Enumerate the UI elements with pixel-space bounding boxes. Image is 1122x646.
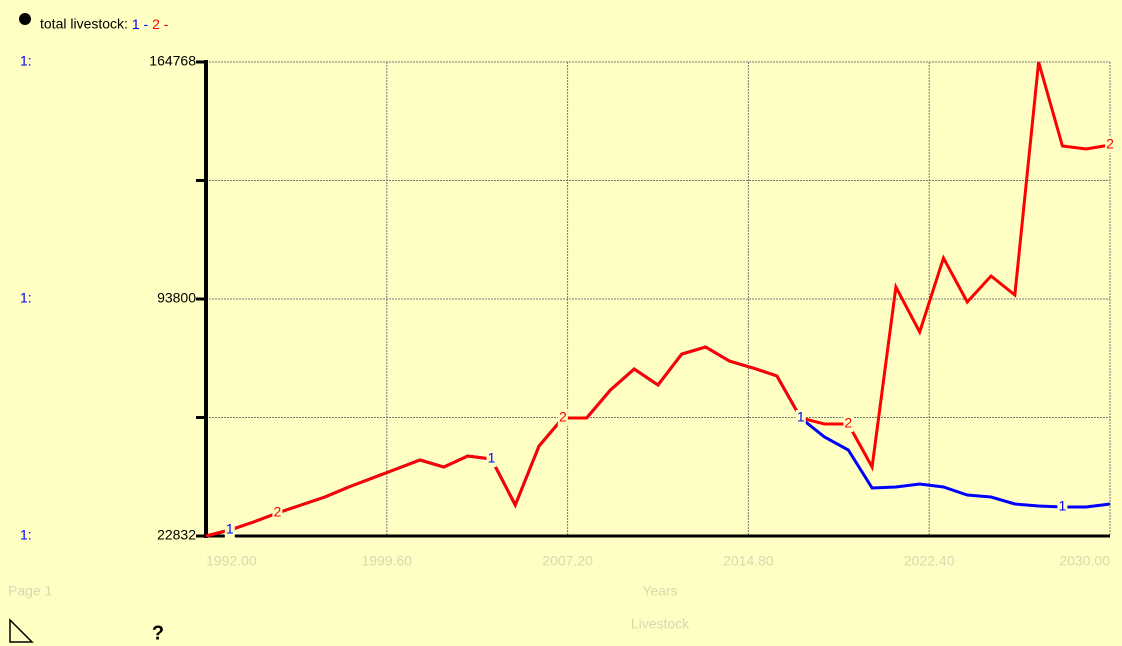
x-axis-title: Years xyxy=(642,583,677,599)
line-label: 2 xyxy=(273,504,281,520)
y-tick-label: 22832 xyxy=(157,527,196,543)
line-label: 1 xyxy=(797,409,805,425)
legend-separator: - xyxy=(144,16,149,32)
line-label-bg xyxy=(1057,499,1068,516)
legend-entry: 2 xyxy=(152,16,160,32)
line-label: 1 xyxy=(226,521,234,537)
x-tick-label: 1999.60 xyxy=(361,553,412,569)
y-axis-prefix: 1: xyxy=(20,290,32,306)
chart-title: total livestock: 1 - 2 - xyxy=(40,16,169,32)
y-axis-prefix: 1: xyxy=(20,527,32,543)
line-label-bg xyxy=(224,521,235,538)
legend-entry: 1 xyxy=(132,16,140,32)
y-tick-label: 93800 xyxy=(157,290,196,306)
line-label: 2 xyxy=(844,415,852,431)
help-button[interactable]: ? xyxy=(152,622,164,644)
series-line xyxy=(205,61,1111,538)
line-label-bg xyxy=(795,410,806,427)
line-label-bg xyxy=(1105,136,1115,153)
x-tick-label: 1992.00 xyxy=(206,553,257,569)
icon[interactable] xyxy=(19,13,31,25)
footer: Livestock xyxy=(631,616,690,632)
series-line xyxy=(205,345,1111,538)
line-label: 2 xyxy=(559,409,567,425)
legend-separator: - xyxy=(164,16,169,32)
line-label: 1 xyxy=(1059,498,1067,514)
line-label-bg xyxy=(557,410,568,427)
line-label: 1 xyxy=(488,450,496,466)
resize-icon[interactable] xyxy=(9,618,34,643)
y-axis-prefix: 1: xyxy=(20,53,32,69)
line-label-bg xyxy=(843,415,854,432)
x-tick-label: 2022.40 xyxy=(904,553,955,569)
x-tick-label: 2014.80 xyxy=(723,553,774,569)
line-label: 2 xyxy=(1106,136,1114,152)
x-tick-label: 2030.00 xyxy=(1059,553,1110,569)
y-tick-label: 164768 xyxy=(149,53,196,69)
line-label-bg xyxy=(272,505,283,522)
line-label-bg xyxy=(486,451,497,468)
x-tick-label: 2007.20 xyxy=(542,553,593,569)
page-label[interactable]: Page 1 xyxy=(8,583,53,599)
